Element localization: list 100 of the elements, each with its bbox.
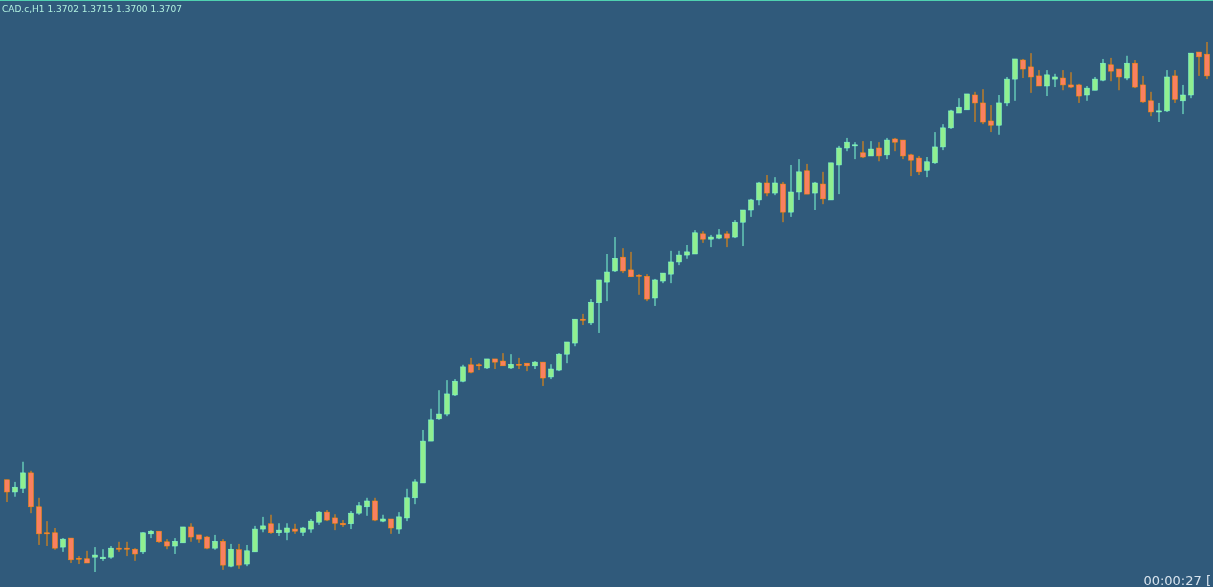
candlestick [580,313,586,326]
candlestick [636,273,642,296]
candlestick [124,541,130,557]
candlestick [140,531,146,555]
candlestick [268,514,274,535]
candlestick [1172,69,1178,104]
text: 00:00:27 [ [1143,573,1211,587]
candlestick [612,236,618,273]
candlestick [1204,41,1210,80]
candlestick [276,522,282,537]
candlestick [972,91,978,123]
candlestick [76,555,82,565]
candlestick [596,279,602,334]
candlestick [292,523,298,535]
candlestick [4,479,10,503]
candlestick [1028,52,1034,94]
candlestick [12,481,18,498]
candlestick [188,522,194,543]
candlestick [892,137,898,152]
candlestick [788,164,794,218]
candlestick [844,137,850,152]
candlestick [1180,84,1186,115]
candlestick [396,511,402,535]
candlestick [996,94,1002,136]
candlestick [1132,59,1138,89]
candlestick [1148,91,1154,117]
candlestick [340,519,346,528]
candlestick [1004,76,1010,107]
candlestick [620,247,626,274]
candlestick [132,547,138,562]
candlestick [852,141,858,160]
candlestick [588,298,594,326]
candlestick [868,140,874,157]
candlestick [1044,69,1050,97]
candlestick [1108,57,1114,82]
candlestick [1156,102,1162,123]
candlestick [724,230,730,248]
candlestick [20,461,26,494]
candlestick [1052,73,1058,88]
candlestick [684,244,690,260]
candlestick [428,408,434,442]
candlestick [1068,71,1074,89]
candlestick [564,341,570,364]
candlestick [812,181,818,211]
candlestick [956,97,962,114]
candlestick [260,516,266,533]
candlestick [100,548,106,562]
candlestick [668,250,674,284]
candlestick [604,253,610,302]
candlestick [836,145,842,195]
candlestick [1140,75,1146,104]
chart-title: CAD.c,H1 1.3702 1.3715 1.3700 1.3707 [2,4,182,14]
candlestick [652,278,658,307]
candlestick [988,104,994,133]
candlestick [236,543,242,570]
candlestick [92,546,98,573]
candlestick [516,357,522,370]
candlestick [796,158,802,201]
candlestick [436,389,442,421]
candlestick [492,358,498,370]
candlestick [884,137,890,160]
candlestick [940,123,946,151]
candlestick [1060,69,1066,91]
candlestick [444,379,450,417]
candlestick [1196,51,1202,77]
candlestick [692,229,698,255]
candlestick [500,352,506,367]
candlestick [44,520,50,547]
candlestick [924,156,930,178]
candlestick [716,228,722,240]
candlestick [404,488,410,522]
candlestick [860,140,866,159]
candlestick [84,550,90,564]
candlestick [508,353,514,370]
candlestick [772,176,778,196]
candlestick [740,209,746,247]
candlestick [116,541,122,553]
candlestick [900,139,906,160]
candlestick [412,478,418,505]
candlestick [284,522,290,541]
candlestick [980,88,986,125]
candlestick [220,538,226,571]
candlestick [572,318,578,347]
candlestick [708,234,714,248]
candlestick [348,510,354,530]
candlestick [52,527,58,551]
candlestick [932,131,938,165]
candlestick [244,544,250,567]
candlestick [68,537,74,564]
candlestick [916,155,922,176]
candlestick [628,251,634,278]
candlestick [1012,58,1018,102]
candlestick [1124,55,1130,81]
candlestick [764,174,770,197]
candlestick [540,361,546,387]
candlestick [1116,68,1122,91]
candlestick [172,537,178,555]
candlestick [364,497,370,517]
candlestick [524,362,530,372]
candlestick [876,141,882,162]
